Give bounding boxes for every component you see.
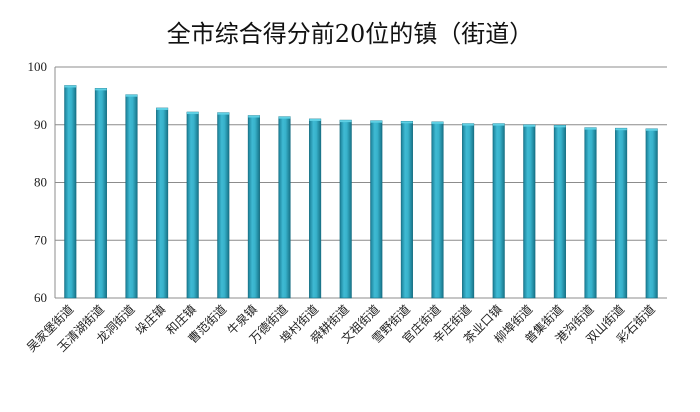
- bar-cap: [645, 128, 658, 131]
- bar: [64, 85, 77, 299]
- category-label: 垛庄镇: [132, 302, 168, 338]
- bar-cap: [615, 128, 627, 131]
- bar: [523, 124, 536, 299]
- y-tick-label: 100: [28, 59, 48, 74]
- bar-cap: [401, 121, 413, 124]
- bar-cap: [248, 115, 260, 118]
- bar-cap: [462, 123, 474, 126]
- bar: [645, 128, 658, 299]
- bar-cap: [370, 120, 383, 123]
- bar-cap: [431, 121, 444, 124]
- bar: [247, 115, 260, 299]
- bar: [492, 123, 505, 299]
- bar: [125, 94, 138, 299]
- bar-cap: [278, 116, 291, 119]
- y-tick-label: 60: [34, 290, 47, 305]
- bar-cap: [309, 118, 321, 121]
- bar: [584, 127, 597, 299]
- bar: [370, 120, 383, 299]
- y-tick-label: 80: [34, 175, 47, 190]
- y-tick-label: 90: [34, 117, 47, 132]
- bar: [309, 118, 322, 299]
- bar: [553, 125, 566, 299]
- bar: [217, 112, 230, 299]
- bar: [94, 88, 107, 299]
- bar-cap: [217, 112, 230, 115]
- bar: [186, 111, 199, 299]
- bar: [400, 120, 413, 299]
- bar-cap: [523, 124, 536, 127]
- bar: [462, 123, 475, 299]
- bar: [431, 121, 444, 299]
- bar: [339, 119, 352, 299]
- bar: [615, 127, 628, 299]
- bar: [156, 107, 169, 299]
- bar-cap: [492, 123, 505, 126]
- bar-cap: [64, 85, 77, 88]
- chart-title: 全市综合得分前20位的镇（街道）: [166, 20, 534, 48]
- bar-cap: [339, 120, 352, 123]
- y-tick-label: 70: [34, 232, 47, 247]
- bar-cap: [186, 112, 199, 115]
- bar-cap: [156, 108, 168, 111]
- bar: [278, 116, 291, 299]
- bar-cap: [554, 125, 566, 128]
- bar-cap: [584, 127, 597, 130]
- bar-cap: [95, 88, 107, 91]
- bar-cap: [125, 94, 138, 97]
